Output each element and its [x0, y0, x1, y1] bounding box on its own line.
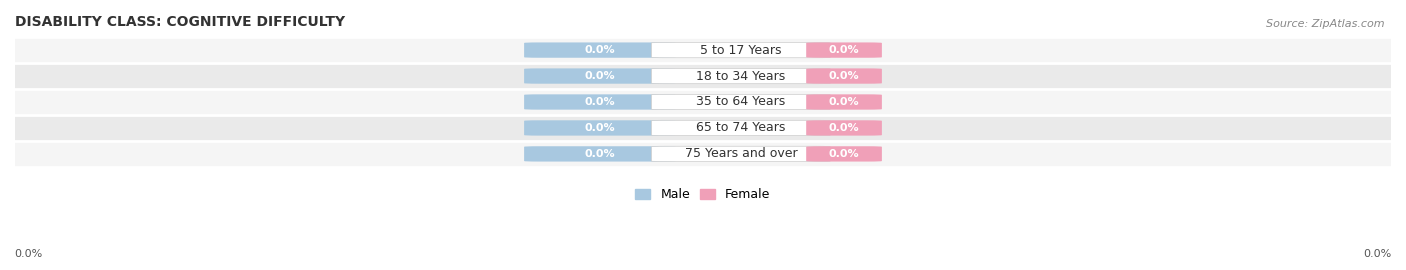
FancyBboxPatch shape	[524, 94, 675, 110]
FancyBboxPatch shape	[524, 42, 675, 58]
Text: 18 to 34 Years: 18 to 34 Years	[696, 70, 786, 83]
FancyBboxPatch shape	[651, 146, 831, 161]
FancyBboxPatch shape	[806, 42, 882, 58]
Text: 0.0%: 0.0%	[828, 71, 859, 81]
Legend: Male, Female: Male, Female	[630, 183, 776, 206]
FancyBboxPatch shape	[806, 94, 882, 110]
FancyBboxPatch shape	[651, 68, 831, 84]
Text: 0.0%: 0.0%	[585, 123, 614, 133]
Text: 0.0%: 0.0%	[1364, 249, 1392, 259]
FancyBboxPatch shape	[651, 42, 831, 58]
Text: DISABILITY CLASS: COGNITIVE DIFFICULTY: DISABILITY CLASS: COGNITIVE DIFFICULTY	[15, 15, 344, 29]
Text: 0.0%: 0.0%	[585, 97, 614, 107]
Text: 0.0%: 0.0%	[585, 71, 614, 81]
Text: 35 to 64 Years: 35 to 64 Years	[696, 96, 786, 109]
Bar	[15, 115, 1391, 141]
Text: 0.0%: 0.0%	[828, 123, 859, 133]
FancyBboxPatch shape	[524, 120, 675, 136]
Text: 0.0%: 0.0%	[585, 45, 614, 55]
Bar	[15, 63, 1391, 89]
Text: 0.0%: 0.0%	[828, 45, 859, 55]
Text: 0.0%: 0.0%	[828, 97, 859, 107]
Bar	[15, 141, 1391, 167]
FancyBboxPatch shape	[806, 146, 882, 161]
FancyBboxPatch shape	[806, 68, 882, 84]
Bar	[15, 37, 1391, 63]
Text: 0.0%: 0.0%	[585, 149, 614, 159]
Text: 0.0%: 0.0%	[14, 249, 42, 259]
Text: 75 Years and over: 75 Years and over	[685, 147, 797, 160]
Bar	[15, 89, 1391, 115]
FancyBboxPatch shape	[806, 120, 882, 136]
Text: 65 to 74 Years: 65 to 74 Years	[696, 122, 786, 134]
FancyBboxPatch shape	[651, 120, 831, 136]
Text: 5 to 17 Years: 5 to 17 Years	[700, 43, 782, 57]
FancyBboxPatch shape	[524, 146, 675, 161]
FancyBboxPatch shape	[524, 68, 675, 84]
Text: Source: ZipAtlas.com: Source: ZipAtlas.com	[1267, 19, 1385, 29]
Text: 0.0%: 0.0%	[828, 149, 859, 159]
FancyBboxPatch shape	[651, 94, 831, 110]
